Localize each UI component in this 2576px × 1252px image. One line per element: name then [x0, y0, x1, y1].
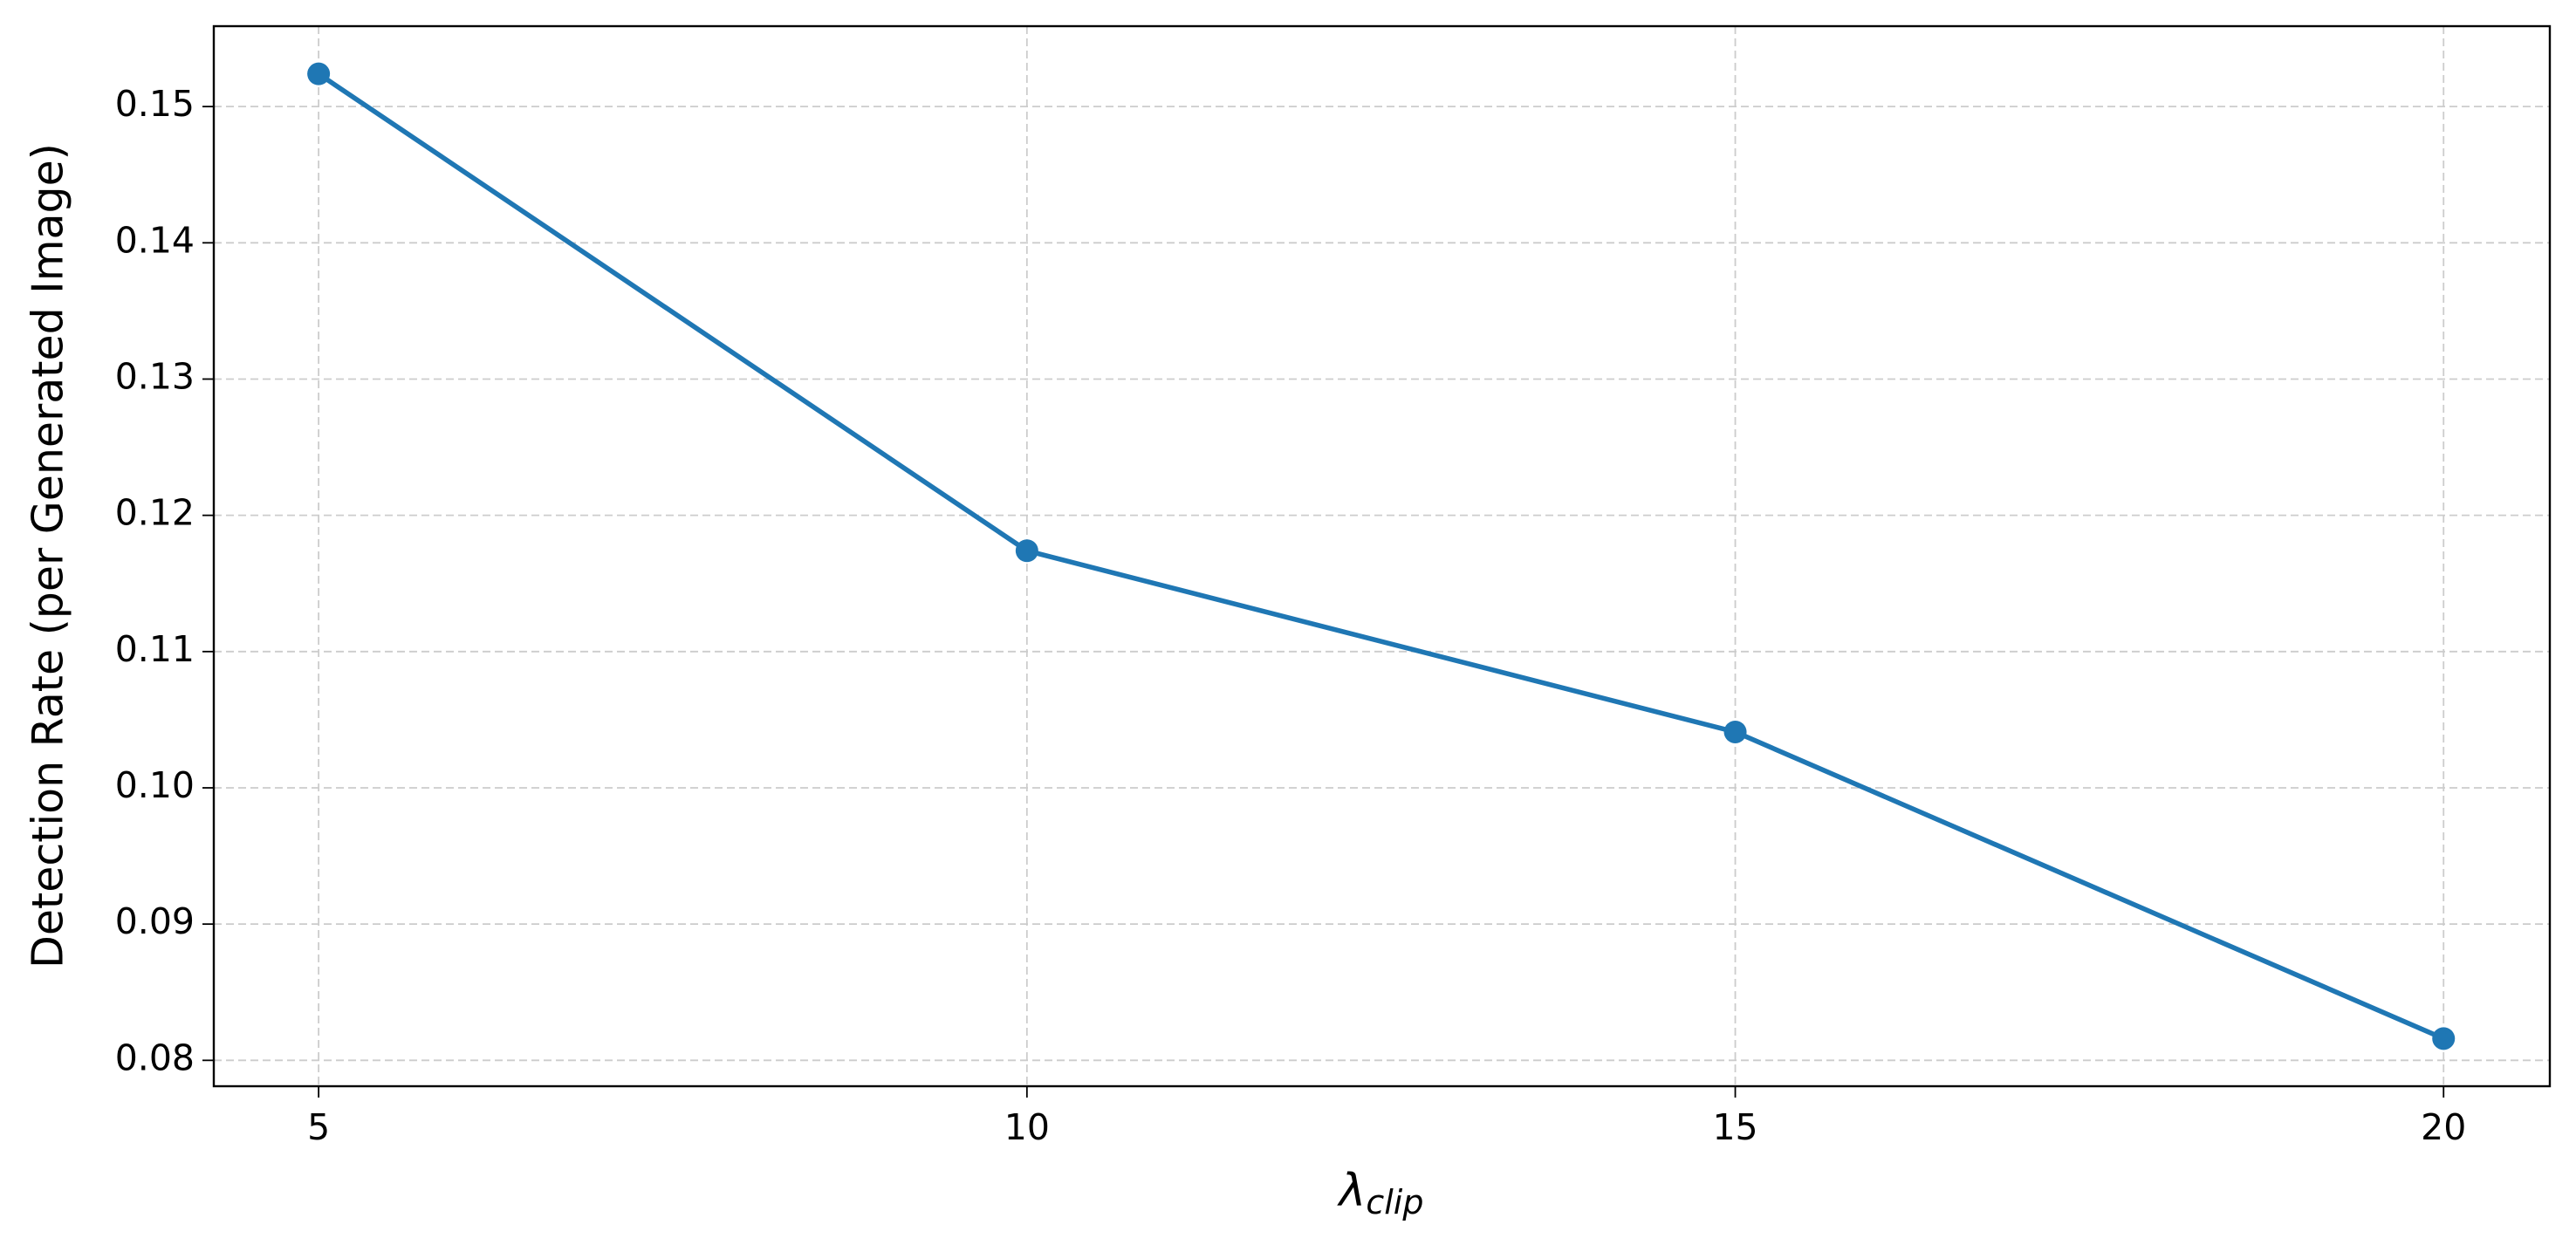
x-axis-title-base: λ [1337, 1165, 1367, 1217]
x-axis-title-sub: clip [1366, 1183, 1423, 1221]
data-point [2432, 1027, 2456, 1050]
data-point [1015, 539, 1038, 563]
plot-frame [212, 24, 2552, 1088]
y-tick-label: 0.10 [115, 764, 195, 806]
y-tick-label: 0.15 [115, 83, 195, 125]
y-axis-title: Detection Rate (per Generated Image) [24, 143, 73, 968]
y-tick-label: 0.12 [115, 492, 195, 534]
y-tick-label: 0.14 [115, 219, 195, 261]
y-tick-label: 0.13 [115, 355, 195, 397]
x-tick-label: 20 [2421, 1106, 2466, 1148]
y-tick-label: 0.08 [115, 1036, 195, 1078]
y-tick-label: 0.11 [115, 628, 195, 670]
x-tick-label: 5 [307, 1106, 330, 1148]
x-tick-label: 15 [1712, 1106, 1757, 1148]
data-line [317, 72, 2445, 1041]
x-axis-title: λclip [1337, 1165, 1424, 1221]
y-tick-label: 0.09 [115, 900, 195, 942]
data-point [1723, 720, 1747, 743]
data-point [307, 62, 331, 86]
x-tick-label: 10 [1004, 1106, 1050, 1148]
